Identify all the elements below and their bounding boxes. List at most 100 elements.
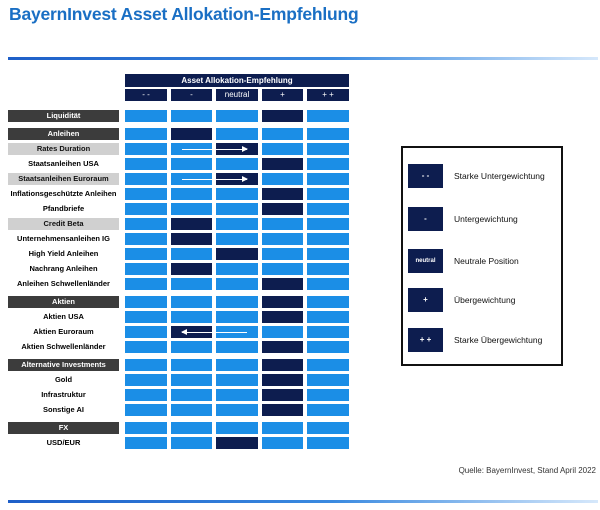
rating-cell — [262, 263, 303, 275]
page-title: BayernInvest Asset Allokation-Empfehlung — [9, 4, 359, 24]
rating-cell — [216, 203, 258, 215]
row-label: Inflationsgeschützte Anleihen — [10, 189, 117, 198]
row-label: Aktien USA — [43, 312, 84, 321]
rating-cell — [262, 143, 303, 155]
row-label: Infrastruktur — [41, 390, 86, 399]
rating-cell — [171, 341, 212, 353]
legend-label: Neutrale Position — [454, 256, 519, 266]
rating-cell — [262, 218, 303, 230]
rating-cell — [125, 218, 167, 230]
rating-cell — [262, 437, 303, 449]
row-label: Staatsanleihen USA — [28, 159, 99, 168]
legend-symbol: + + — [408, 328, 443, 352]
rating-cell — [216, 158, 258, 170]
rating-cell — [171, 203, 212, 215]
rating-cell-active — [262, 359, 303, 371]
rating-cell — [171, 404, 212, 416]
rating-cell-active — [171, 263, 212, 275]
rating-cell — [262, 128, 303, 140]
rating-cell — [307, 296, 349, 308]
legend-symbol: + — [408, 288, 443, 312]
rating-cell — [125, 311, 167, 323]
change-arrow — [181, 176, 248, 182]
rating-cell — [307, 374, 349, 386]
row-label: Alternative Investments — [8, 359, 119, 371]
rating-cell — [125, 248, 167, 260]
column-header: - — [171, 89, 212, 101]
column-header: + — [262, 89, 303, 101]
rating-cell-active — [262, 203, 303, 215]
rating-cell — [216, 341, 258, 353]
rating-cell — [125, 422, 167, 434]
rating-cell — [125, 278, 167, 290]
rating-cell — [216, 278, 258, 290]
rating-cell — [307, 233, 349, 245]
row-label: Aktien Euroraum — [33, 327, 94, 336]
rating-cell-active — [262, 404, 303, 416]
rating-cell — [125, 359, 167, 371]
rating-cell-active — [171, 218, 212, 230]
rating-cell-active — [216, 437, 258, 449]
rating-cell — [307, 203, 349, 215]
rating-cell — [216, 389, 258, 401]
row-label: Nachrang Anleihen — [29, 264, 98, 273]
row-label: Staatsanleihen Euroraum — [8, 173, 119, 185]
arrow-head-icon — [242, 176, 248, 182]
rating-cell — [216, 422, 258, 434]
rating-cell — [307, 326, 349, 338]
rating-cell-active — [262, 389, 303, 401]
rating-cell — [307, 218, 349, 230]
rating-cell-active — [262, 158, 303, 170]
row-label: Sonstige AI — [43, 405, 84, 414]
column-header: + + — [307, 89, 349, 101]
legend-label: Untergewichtung — [454, 214, 518, 224]
rating-cell — [125, 143, 167, 155]
rating-cell — [125, 263, 167, 275]
row-label: USD/EUR — [46, 438, 81, 447]
rating-cell — [125, 188, 167, 200]
row-label: Aktien Schwellenländer — [21, 342, 106, 351]
rating-cell — [125, 389, 167, 401]
rating-cell — [307, 437, 349, 449]
rating-cell — [307, 341, 349, 353]
row-label: Rates Duration — [8, 143, 119, 155]
rating-cell — [216, 374, 258, 386]
rating-cell — [307, 128, 349, 140]
source-note: Quelle: BayernInvest, Stand April 2022 — [458, 466, 596, 475]
bottom-divider — [8, 500, 598, 503]
row-label: FX — [8, 422, 119, 434]
rating-cell-active — [262, 311, 303, 323]
rating-cell-active — [171, 233, 212, 245]
rating-cell — [125, 296, 167, 308]
rating-cell — [171, 389, 212, 401]
row-label: Gold — [54, 375, 73, 384]
rating-cell-active — [262, 188, 303, 200]
rating-cell — [125, 437, 167, 449]
rating-cell — [307, 248, 349, 260]
rating-cell — [171, 110, 212, 122]
rating-cell-active — [262, 278, 303, 290]
row-label: High Yield Anleihen — [28, 249, 99, 258]
rating-cell — [216, 359, 258, 371]
legend-label: Starke Übergewichtung — [454, 335, 543, 345]
rating-cell — [125, 341, 167, 353]
rating-cell — [125, 158, 167, 170]
rating-cell-active — [171, 128, 212, 140]
row-label: Pfandbriefe — [42, 204, 85, 213]
row-label: Anleihen Schwellenländer — [17, 279, 110, 288]
rating-cell — [307, 158, 349, 170]
rating-cell — [125, 128, 167, 140]
column-header: neutral — [216, 89, 258, 101]
legend: - - Starke Untergewichtung - Untergewichtun… — [401, 146, 563, 366]
rating-cell — [171, 437, 212, 449]
rating-cell — [171, 359, 212, 371]
rating-cell — [307, 143, 349, 155]
rating-cell — [216, 188, 258, 200]
legend-label: Übergewichtung — [454, 295, 516, 305]
rating-cell — [216, 128, 258, 140]
rating-cell — [307, 359, 349, 371]
arrow-head-icon — [180, 329, 187, 335]
rating-cell — [216, 296, 258, 308]
rating-cell — [307, 263, 349, 275]
rating-cell — [262, 248, 303, 260]
